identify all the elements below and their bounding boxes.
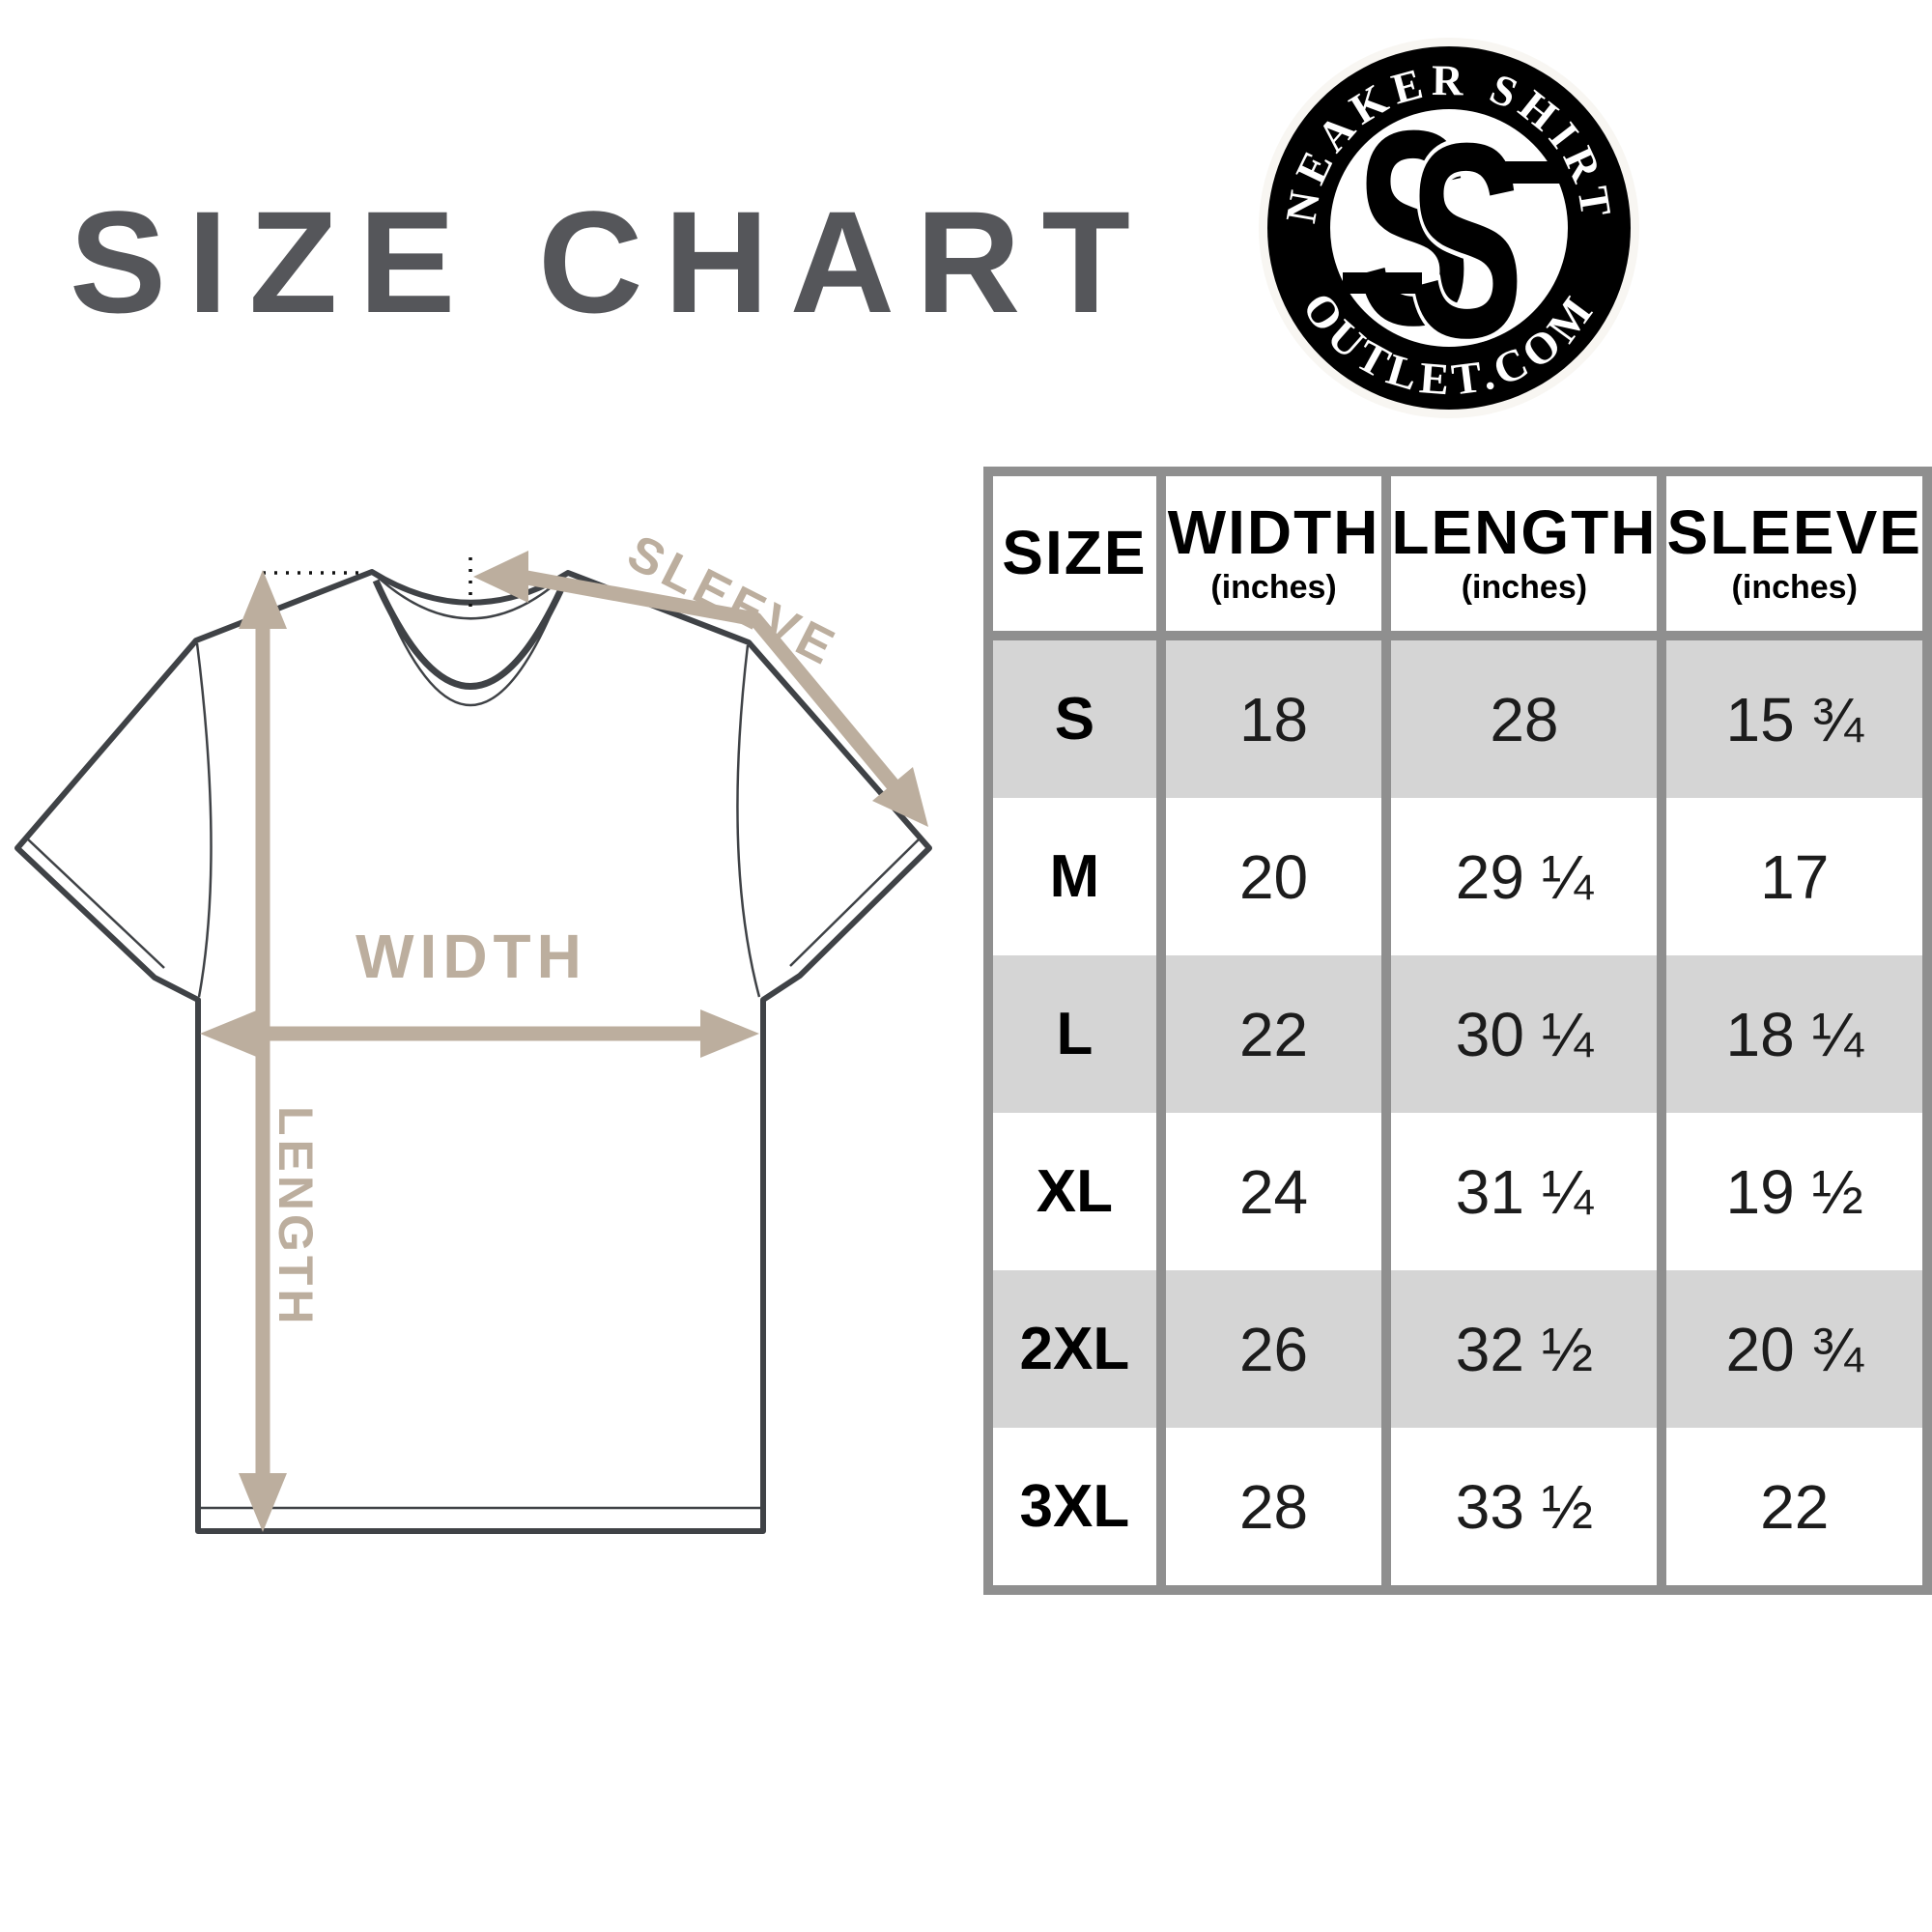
table-row: M 20 29 ¼ 17 [988,798,1927,955]
value-cell: 28 [1155,1428,1387,1590]
value-cell: 33 ½ [1381,1428,1662,1590]
page-title: SIZE CHART [70,181,1151,343]
size-cell: 3XL [1019,1473,1130,1540]
col-header-label: WIDTH [1167,497,1380,567]
table-row: XL 24 31 ¼ 19 ½ [988,1113,1927,1270]
dotted-guides [263,557,472,607]
table-row: L 22 30 ¼ 18 ¼ [988,955,1927,1113]
value-cell: 17 [1657,798,1927,955]
size-cell: M [1049,843,1100,910]
value-cell: 28 [1381,636,1662,798]
value-cell: 22 [1155,955,1387,1113]
value-cell: 31 ¼ [1381,1113,1662,1270]
value-cell: 24 [1155,1113,1387,1270]
brand-logo: SNEAKER SHIRTS OUTLET.COM S S [1251,35,1639,418]
value-cell: 15 ¾ [1657,636,1927,798]
tshirt-outline [14,569,932,1534]
size-cell: 2XL [1019,1316,1130,1382]
table-body: S 18 28 15 ¾ M 20 29 ¼ 17 L 22 30 ¼ 18 ¼ XL 24 31 ¼ 19 … [988,636,1927,1590]
size-cell: L [1056,1001,1094,1067]
monogram-bar-top [1488,161,1560,184]
tshirt-seam-lines [26,571,921,1510]
value-cell: 20 [1155,798,1387,955]
size-table: SIZE WIDTH (inches) LENGTH (inches) SLEEVE (in… [983,467,1932,1595]
col-header-label: LENGTH [1391,497,1658,567]
width-label: WIDTH [355,922,587,991]
value-cell: 22 [1657,1428,1927,1590]
tshirt-measure-diagram: SLEEVE WIDTH LENGTH [14,525,932,1534]
col-header-width: WIDTH (inches) [1155,471,1387,640]
value-cell: 18 [1155,636,1387,798]
monogram-s2: S [1409,85,1524,395]
collar-band [372,579,569,690]
sleeve-arrow [473,551,928,827]
size-cell: XL [1036,1158,1113,1225]
table-header-row: SIZE WIDTH (inches) LENGTH (inches) SLEEVE (in… [988,471,1927,640]
value-cell: 18 ¼ [1657,955,1927,1113]
monogram-s1: S [1356,72,1471,383]
col-header-label: SLEEVE [1666,497,1922,567]
table-row: 2XL 26 32 ½ 20 ¾ [988,1270,1927,1428]
table-row: 3XL 28 33 ½ 22 [988,1428,1927,1590]
col-header-size: SIZE [988,471,1161,640]
col-header-sub: (inches) [1210,569,1337,607]
table-row: S 18 28 15 ¾ [988,636,1927,798]
col-header-length: LENGTH (inches) [1381,471,1662,640]
measure-arrows [200,551,928,1532]
value-cell: 29 ¼ [1381,798,1662,955]
col-header-sub: (inches) [1731,569,1858,607]
length-arrow [239,570,287,1532]
value-cell: 19 ½ [1657,1113,1927,1270]
col-header-sub: (inches) [1461,569,1588,607]
col-header-label: SIZE [1002,518,1148,588]
logo-ss-monogram-icon: S S [1343,72,1560,399]
value-cell: 32 ½ [1381,1270,1662,1428]
size-cell: S [1054,686,1095,753]
width-arrow [200,1009,759,1058]
monogram-bar-bottom [1343,272,1422,294]
value-cell: 30 ¼ [1381,955,1662,1113]
value-cell: 20 ¾ [1657,1270,1927,1428]
value-cell: 26 [1155,1270,1387,1428]
length-label: LENGTH [269,1106,323,1328]
col-header-sleeve: SLEEVE (inches) [1657,471,1927,640]
